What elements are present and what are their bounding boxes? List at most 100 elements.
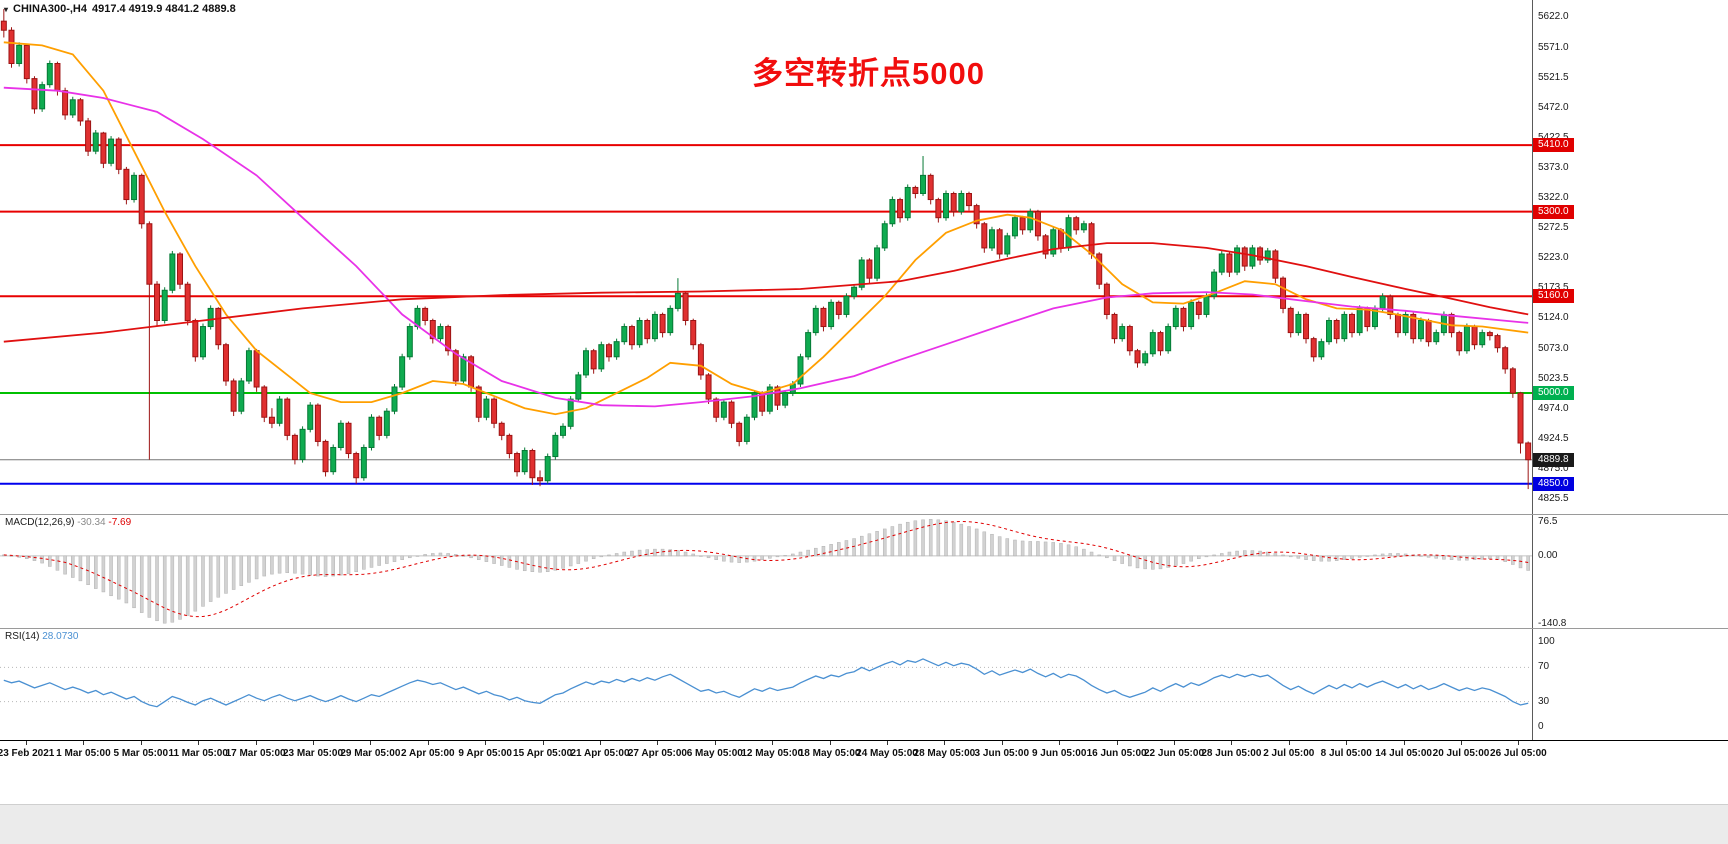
price-tick-label: 4974.0 xyxy=(1538,402,1569,414)
price-tick-label: 5521.5 xyxy=(1538,71,1569,83)
rsi-line xyxy=(3,658,1529,708)
price-tick-label: 5472.0 xyxy=(1538,101,1569,113)
time-axis-label: 27 Apr 05:00 xyxy=(627,748,687,759)
rsi-panel: RSI(14) 28.0730 xyxy=(0,629,1532,740)
time-axis[interactable]: 23 Feb 2021 1 Mar 05:00 5 Mar 05:00 11 Mar … xyxy=(0,741,1728,767)
time-axis-label: 1 Mar 05:00 xyxy=(56,748,111,759)
macd-tick-label: 0.00 xyxy=(1538,549,1558,561)
time-axis-label: 29 Mar 05:00 xyxy=(340,748,401,759)
rsi-name: RSI(14) xyxy=(5,631,40,642)
time-tick-mark xyxy=(1461,741,1462,745)
chart-annotation-text: 多空转折点5000 xyxy=(752,56,985,91)
macd-main-value: -30.34 xyxy=(77,517,106,528)
time-axis-label: 2 Apr 05:00 xyxy=(401,748,455,759)
time-axis-label: 18 May 05:00 xyxy=(798,748,861,759)
time-axis-label: 9 Jun 05:00 xyxy=(1031,748,1087,759)
time-tick-mark xyxy=(140,741,142,745)
price-tick-label: 5223.0 xyxy=(1538,252,1569,264)
time-tick-mark xyxy=(1231,741,1233,745)
chart-header: ▾ CHINA300-,H4 4917.4 4919.9 4841.2 4889… xyxy=(4,3,236,15)
status-strip xyxy=(0,804,1728,844)
time-axis-label: 14 Jul 05:00 xyxy=(1375,748,1432,759)
time-tick-mark xyxy=(313,741,314,745)
time-axis-label: 16 Jun 05:00 xyxy=(1086,748,1147,759)
time-tick-mark xyxy=(714,741,716,745)
price-tick-label: 5023.5 xyxy=(1538,372,1569,384)
macd-axis[interactable]: 76.5 0.00 -140.8 xyxy=(1533,515,1728,629)
time-tick-mark xyxy=(370,741,372,745)
main-chart-panel: ▾ CHINA300-,H4 4917.4 4919.9 4841.2 4889… xyxy=(0,0,1532,514)
time-tick-mark xyxy=(944,741,946,745)
time-tick-mark xyxy=(1403,741,1405,745)
time-axis-label: 8 Jul 05:00 xyxy=(1320,748,1372,759)
time-axis-label: 23 Feb 2021 xyxy=(0,748,55,759)
rsi-tick-label: 70 xyxy=(1538,661,1550,673)
price-level-badge: 5160.0 xyxy=(1533,289,1574,304)
time-axis-label: 2 Jul 05:00 xyxy=(1263,748,1315,759)
time-axis-label: 21 Apr 05:00 xyxy=(570,748,630,759)
macd-histogram xyxy=(2,519,1530,624)
time-tick-mark xyxy=(1174,741,1175,745)
price-level-badge: 5410.0 xyxy=(1533,138,1574,153)
time-tick-mark xyxy=(1518,741,1520,745)
time-axis-label: 5 Mar 05:00 xyxy=(113,748,169,759)
time-axis-line xyxy=(0,740,1728,741)
price-axis[interactable]: 5622.0 5571.0 5521.5 5472.0 5422.5 5373.0 5322… xyxy=(1533,0,1728,514)
price-tick-label: 4924.5 xyxy=(1538,432,1569,444)
time-axis-label: 28 May 05:00 xyxy=(913,748,976,759)
macd-panel: MACD(12,26,9) -30.34 -7.69 xyxy=(0,515,1532,628)
price-tick-label: 5173.5 xyxy=(1538,282,1569,294)
time-tick-mark xyxy=(1059,741,1061,745)
macd-tick-label: -140.8 xyxy=(1538,617,1567,629)
rsi-canvas[interactable] xyxy=(0,629,1532,740)
time-tick-mark xyxy=(887,741,888,745)
time-axis-label: 9 Apr 05:00 xyxy=(458,748,512,759)
time-tick-mark xyxy=(427,741,429,745)
time-axis-label: 28 Jun 05:00 xyxy=(1201,748,1262,759)
chevron-down-icon[interactable]: ▾ xyxy=(4,4,9,14)
price-level-badge: 5000.0 xyxy=(1533,386,1574,401)
macd-name: MACD(12,26,9) xyxy=(5,517,75,528)
time-axis-label: 11 Mar 05:00 xyxy=(168,748,228,759)
price-tick-label: 5124.0 xyxy=(1538,312,1569,324)
price-tick-label: 5622.0 xyxy=(1538,10,1569,22)
macd-tick-label: 76.5 xyxy=(1538,516,1558,527)
macd-signal-line xyxy=(3,520,1529,618)
main-chart-canvas[interactable] xyxy=(0,0,1532,514)
price-level-badge: 4850.0 xyxy=(1533,476,1574,491)
symbol-timeframe-label: CHINA300-,H4 xyxy=(13,3,87,15)
ma-red xyxy=(3,242,1529,343)
time-tick-mark xyxy=(255,741,257,745)
ma-magenta xyxy=(3,86,1529,408)
panel-separator-rsi[interactable] xyxy=(0,628,1728,629)
rsi-tick-label: 100 xyxy=(1538,635,1555,647)
time-tick-mark xyxy=(772,741,774,745)
price-tick-label: 5073.0 xyxy=(1538,342,1569,354)
price-tick-label: 5272.5 xyxy=(1538,222,1569,234)
candles-layer xyxy=(0,9,1532,490)
time-axis-label: 22 Jun 05:00 xyxy=(1143,748,1205,759)
time-tick-mark xyxy=(1288,741,1290,745)
time-axis-label: 24 May 05:00 xyxy=(856,748,918,759)
price-level-badge: 5300.0 xyxy=(1533,204,1574,219)
price-tick-label: 5322.0 xyxy=(1538,192,1569,204)
ohlc-values: 4917.4 4919.9 4841.2 4889.8 xyxy=(91,3,236,15)
rsi-tick-label: 30 xyxy=(1538,695,1550,707)
time-tick-mark xyxy=(542,741,544,745)
macd-canvas[interactable] xyxy=(0,515,1532,628)
time-tick-mark xyxy=(198,741,200,745)
price-tick-label: 5571.0 xyxy=(1538,41,1569,53)
panel-separator-macd[interactable] xyxy=(0,514,1728,515)
rsi-axis[interactable]: 100 70 30 0 xyxy=(1533,629,1728,740)
time-axis-label: 17 Mar 05:00 xyxy=(225,748,286,759)
time-axis-label: 15 Apr 05:00 xyxy=(513,748,573,759)
time-axis-label: 20 Jul 05:00 xyxy=(1432,748,1490,759)
rsi-label: RSI(14) 28.0730 xyxy=(5,631,78,642)
time-tick-mark xyxy=(600,741,601,745)
time-axis-label: 12 May 05:00 xyxy=(741,748,804,759)
macd-signal-value: -7.69 xyxy=(108,517,132,528)
time-axis-label: 23 Mar 05:00 xyxy=(282,748,344,759)
time-axis-label: 3 Jun 05:00 xyxy=(974,748,1030,759)
time-tick-mark xyxy=(26,741,27,745)
